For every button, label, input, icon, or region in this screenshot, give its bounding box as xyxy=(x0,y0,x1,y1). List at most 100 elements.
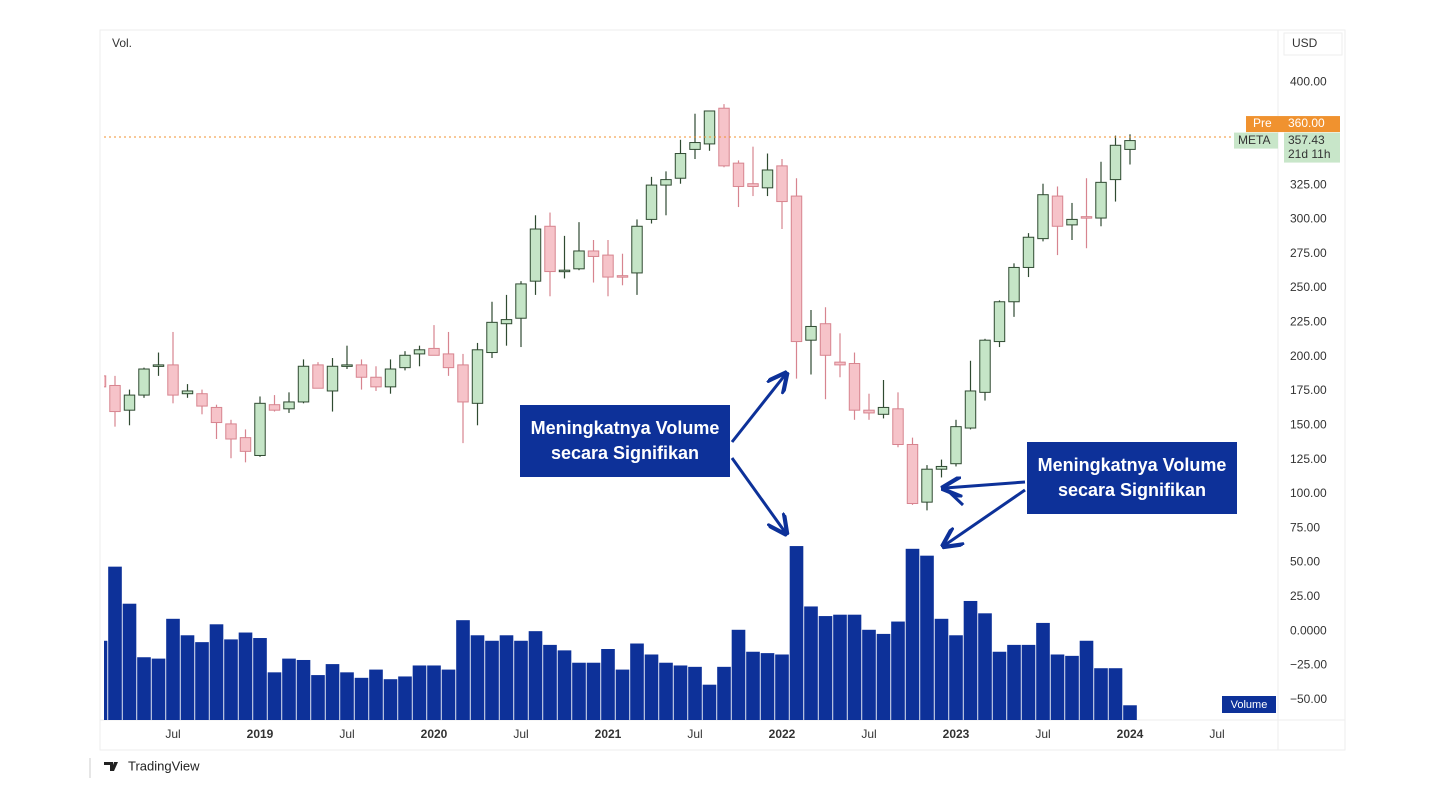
candle-body xyxy=(1095,181,1107,219)
volume-bar xyxy=(673,665,688,720)
candle-body xyxy=(544,225,556,273)
candle-body xyxy=(1066,218,1078,226)
volume-bar xyxy=(891,621,905,720)
volume-name: Volume xyxy=(1231,699,1268,711)
candle-body xyxy=(196,393,208,407)
candle-body xyxy=(703,110,716,145)
volume-bar xyxy=(412,665,427,720)
annotation: Meningkatnya Volume secara Signifikan xyxy=(520,405,730,477)
x-tick-label: 2019 xyxy=(247,727,274,741)
candle-body xyxy=(906,443,919,505)
volume-tag xyxy=(1222,696,1276,713)
y-tick-label: 125.00 xyxy=(1290,452,1327,466)
volume-bar xyxy=(354,677,369,720)
candle-body xyxy=(1080,216,1093,219)
candle-body xyxy=(921,468,933,503)
volume-bar xyxy=(557,650,572,720)
y-tick-label: 0.0000 xyxy=(1290,623,1327,637)
volume-bar xyxy=(992,651,1007,720)
watermark: TradingView xyxy=(128,758,200,773)
candle-body xyxy=(152,364,165,367)
volume-bar xyxy=(702,684,717,720)
candle-body xyxy=(892,408,904,445)
last-price-countdown: 21d 11h xyxy=(1288,147,1331,161)
candle-body xyxy=(399,354,411,369)
volume-bar xyxy=(209,624,224,720)
plot-area xyxy=(104,104,1137,720)
volume-bar xyxy=(383,679,398,720)
x-tick-label: Jul xyxy=(687,727,702,741)
volume-bar xyxy=(180,635,195,720)
candle-body xyxy=(689,142,701,150)
volume-bar xyxy=(267,672,282,720)
x-tick-label: Jul xyxy=(339,727,354,741)
volume-bar xyxy=(775,654,789,720)
y-tick-label: −50.00 xyxy=(1290,692,1327,706)
candle-body xyxy=(660,179,672,186)
volume-bar xyxy=(224,639,238,720)
candle-body xyxy=(790,195,803,343)
volume-bar xyxy=(514,640,528,720)
candle-body xyxy=(500,319,513,325)
arrow xyxy=(945,482,1026,488)
y-tick-label: 50.00 xyxy=(1290,555,1320,569)
price-line-tag xyxy=(1246,116,1284,133)
y-tick-label: 200.00 xyxy=(1290,349,1327,363)
candle-body xyxy=(239,437,252,452)
candle-body xyxy=(1022,236,1035,268)
candle-body xyxy=(413,349,426,355)
candle-body xyxy=(109,384,121,413)
candle-body xyxy=(674,153,687,179)
volume-bar xyxy=(296,659,311,720)
volume-bar xyxy=(717,666,731,720)
volume-bar xyxy=(122,603,137,720)
candle-body xyxy=(384,368,397,388)
candle-body xyxy=(819,323,832,356)
volume-bar xyxy=(949,635,963,720)
annotation-arrows xyxy=(730,375,1026,545)
volume-bar xyxy=(137,657,151,720)
volume-bar xyxy=(1123,705,1137,720)
candle-body xyxy=(964,390,977,429)
x-tick-label: Jul xyxy=(513,727,528,741)
candle-body xyxy=(834,361,846,366)
price-line-box xyxy=(1284,116,1340,133)
candle-body xyxy=(471,349,484,404)
volume-bar xyxy=(862,629,876,720)
candle-body xyxy=(1109,144,1122,181)
y-tick-label: 275.00 xyxy=(1290,246,1327,260)
x-tick-label: Jul xyxy=(1209,727,1224,741)
volume-bar xyxy=(760,653,775,720)
x-tick-label: 2023 xyxy=(943,727,970,741)
candle-body xyxy=(732,162,745,187)
candle-body xyxy=(167,364,179,396)
y-tick-label: 100.00 xyxy=(1290,486,1327,500)
y-tick-label: 225.00 xyxy=(1290,315,1327,329)
volume-bar xyxy=(1007,644,1021,720)
volume-bar xyxy=(1050,654,1065,720)
candle-body xyxy=(761,169,774,189)
y-tick-label: 175.00 xyxy=(1290,383,1327,397)
candle-body xyxy=(1051,195,1064,227)
volume-bar xyxy=(151,658,166,720)
candle-body xyxy=(123,394,136,411)
arrow xyxy=(943,486,965,507)
candle-body xyxy=(805,325,817,341)
candle-body xyxy=(1008,266,1020,303)
volume-bar xyxy=(1108,668,1123,720)
candle-body xyxy=(587,250,600,257)
candle-body xyxy=(104,375,107,388)
volume-bar xyxy=(340,672,354,720)
volume-bar xyxy=(470,635,485,720)
x-tick-label: 2021 xyxy=(595,727,622,741)
candle-body xyxy=(602,254,614,278)
y-tick-label: 300.00 xyxy=(1290,212,1327,226)
volume-bar xyxy=(586,662,601,720)
candle-body xyxy=(573,250,585,270)
volume-bar xyxy=(934,618,949,720)
last-price-tag xyxy=(1234,132,1278,149)
volume-bar xyxy=(1065,655,1079,720)
volume-bar xyxy=(427,665,441,720)
volume-bar xyxy=(528,631,543,720)
volume-bar xyxy=(456,620,470,720)
